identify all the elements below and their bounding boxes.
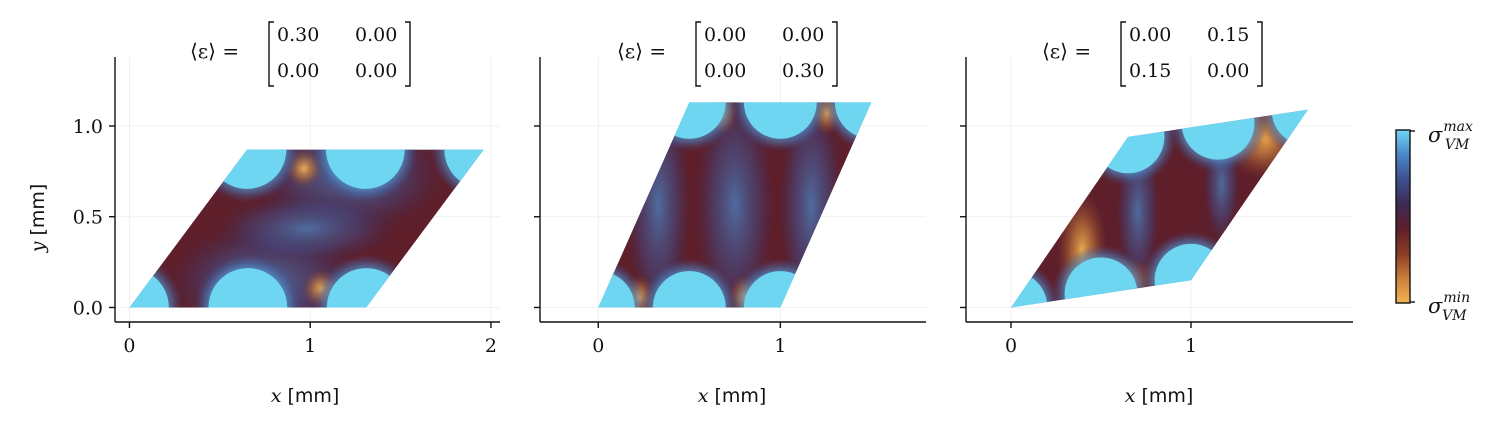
colorbar-max-label: σmax VM <box>1428 119 1473 153</box>
pore-region <box>129 268 169 308</box>
panel-3-strain-matrix: 0.00 0.15 0.15 0.00 <box>1120 21 1263 87</box>
matrix-entry: 0.30 <box>277 24 319 46</box>
x-tick-label: 1 <box>1185 335 1197 357</box>
panel-1-y-axis-label: y[mm] <box>27 184 49 254</box>
x-tick-label: 0 <box>592 335 604 357</box>
panel-2-title-lhs: ⟨ε⟩ = <box>617 39 666 63</box>
matrix-entry: 0.00 <box>355 24 397 46</box>
pore-region <box>743 102 817 139</box>
pore-halo <box>1258 109 1308 159</box>
colorbar-bar <box>1395 129 1411 304</box>
pore-region <box>834 102 872 139</box>
colorbar-min-label: σmin VM <box>1428 290 1470 324</box>
stress-field <box>1011 109 1308 308</box>
matrix-entry: 0.15 <box>1129 60 1171 82</box>
von-mises-field-panel-3 <box>966 57 1353 322</box>
panel-2-x-axis-label: x [mm] <box>698 385 767 407</box>
y-tick-label: 1.0 <box>73 116 103 138</box>
y-tick-label: 0.5 <box>73 207 103 229</box>
pore-region <box>1271 109 1308 147</box>
stress-field <box>129 149 484 308</box>
panel-2-strain-matrix: 0.00 0.00 0.00 0.30 <box>695 21 838 87</box>
pore-region <box>598 271 635 308</box>
panel-3-title-lhs: ⟨ε⟩ = <box>1042 39 1091 63</box>
panel-3-title: ⟨ε⟩ = 0.00 0.15 0.15 0.00 <box>1042 21 1263 87</box>
x-tick-label: 1 <box>774 335 786 357</box>
strain-panel-xx: 0 1 2 0.0 0.5 1.0 ⟨ε⟩ = 0.30 0.00 0.00 0.00 x… <box>27 21 500 407</box>
pore-region <box>1011 271 1048 308</box>
colorbar: σmax VM σmin VM <box>1395 119 1473 324</box>
panel-1-strain-matrix: 0.30 0.00 0.00 0.00 <box>268 21 411 87</box>
pore-region <box>1064 257 1138 308</box>
matrix-entry: 0.00 <box>1207 60 1249 82</box>
x-tick-label: 0 <box>123 335 135 357</box>
panel-1-x-axis-label: x [mm] <box>271 385 340 407</box>
von-mises-field-panel-1 <box>115 57 500 322</box>
pore-region <box>444 149 484 189</box>
x-tick-label: 0 <box>1005 335 1017 357</box>
panel-3-x-axis-label: x [mm] <box>1125 385 1194 407</box>
x-tick-label: 1 <box>304 335 316 357</box>
pore-region <box>1181 109 1255 160</box>
y-tick-label: 0.0 <box>73 297 103 319</box>
panel-1-title-lhs: ⟨ε⟩ = <box>190 39 239 63</box>
low-stress-band <box>216 193 397 264</box>
von-mises-field-panel-2 <box>540 57 926 322</box>
axes-panel-1: 0 1 2 0.0 0.5 1.0 <box>73 57 500 357</box>
pore-region <box>207 149 287 189</box>
matrix-entry: 0.00 <box>1129 24 1171 46</box>
pore-region <box>208 268 288 308</box>
stress-field <box>598 102 872 308</box>
matrix-entry: 0.00 <box>277 60 319 82</box>
matrix-entry: 0.00 <box>355 60 397 82</box>
matrix-entry: 0.30 <box>782 60 824 82</box>
matrix-entry: 0.00 <box>704 60 746 82</box>
pore-region <box>1091 109 1165 174</box>
panel-2-title: ⟨ε⟩ = 0.00 0.00 0.00 0.30 <box>617 21 838 87</box>
matrix-entry: 0.00 <box>782 24 824 46</box>
pore-region <box>325 149 405 189</box>
matrix-entry: 0.00 <box>704 24 746 46</box>
pore-region <box>652 271 726 308</box>
matrix-entry: 0.15 <box>1207 24 1249 46</box>
panel-1-title: ⟨ε⟩ = 0.30 0.00 0.00 0.00 <box>190 21 411 87</box>
x-tick-label: 2 <box>485 335 497 357</box>
